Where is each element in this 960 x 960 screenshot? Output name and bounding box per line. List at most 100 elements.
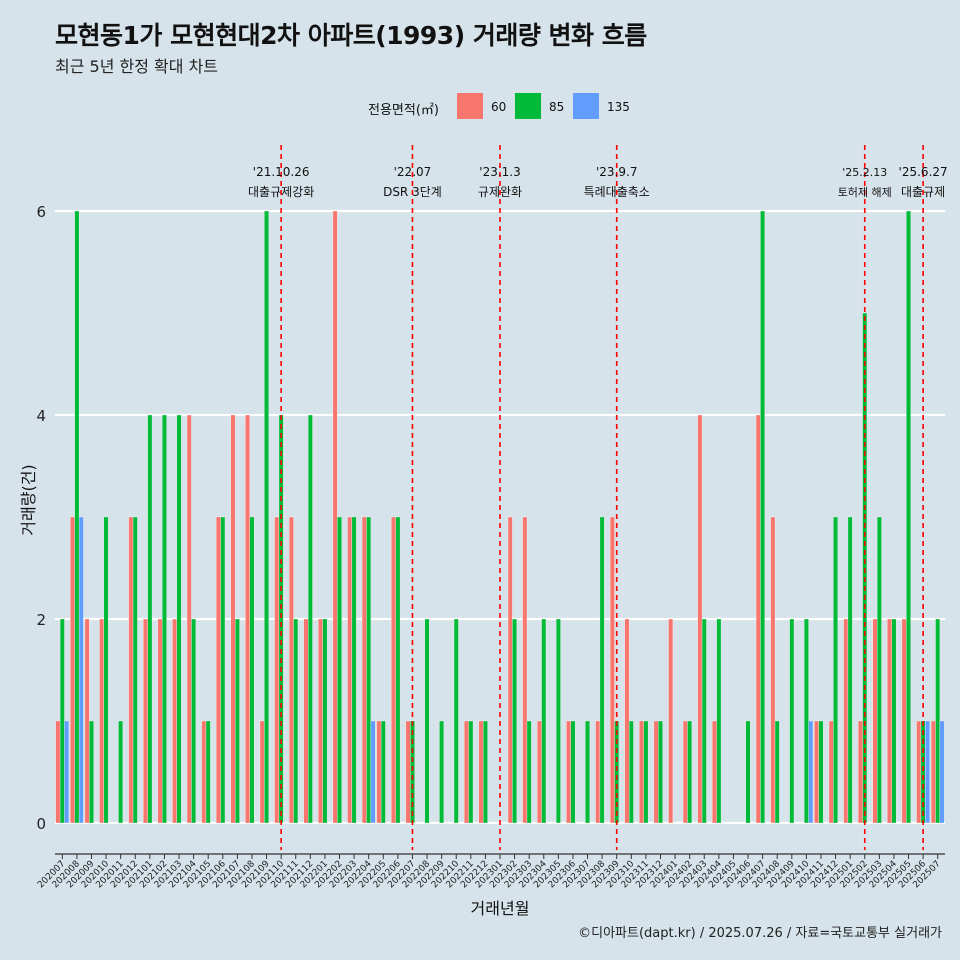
event-label: 토허제 해제	[838, 185, 892, 199]
bar	[424, 618, 430, 824]
bar	[376, 720, 382, 824]
bar	[920, 720, 926, 824]
bar	[230, 414, 236, 824]
bar	[380, 720, 386, 824]
event-date: '25.2.13	[842, 166, 887, 179]
y-tick-label: 6	[36, 203, 46, 221]
event-date: '25.6.27	[899, 165, 948, 179]
legend-label-60: 60	[491, 100, 507, 114]
bar	[245, 414, 250, 824]
event-label: 규제완화	[478, 185, 522, 199]
bar	[332, 210, 338, 824]
legend-label-135: 135	[607, 100, 630, 114]
event-date: '22.07	[394, 165, 432, 179]
bar	[55, 720, 61, 824]
bar	[74, 210, 80, 824]
bar	[858, 720, 863, 824]
chart-title: 모현동1가 모현현대2차 아파트(1993) 거래량 변화 흐름	[55, 21, 647, 50]
bar	[347, 516, 353, 824]
bar	[143, 618, 148, 824]
bar	[172, 618, 177, 824]
bar	[216, 516, 221, 824]
bar	[658, 720, 663, 824]
y-tick-label: 4	[36, 407, 46, 425]
bar	[453, 618, 459, 824]
bar	[716, 618, 722, 824]
bar	[595, 720, 601, 824]
bar	[128, 516, 134, 824]
bar	[512, 618, 517, 824]
bar	[668, 618, 674, 824]
bar	[906, 210, 911, 824]
y-axis-title: 거래량(건)	[19, 464, 38, 535]
bar	[814, 720, 819, 824]
legend: 전용면적(㎡) 60 85 135	[0, 92, 960, 122]
bar	[78, 516, 84, 824]
bar	[755, 414, 761, 824]
source-caption: ©디아파트(dapt.kr) / 2025.07.26 / 자료=국토교통부 실…	[578, 926, 942, 941]
bar	[337, 516, 342, 824]
bar	[847, 516, 853, 824]
legend-title: 전용면적(㎡)	[368, 103, 439, 118]
bar	[925, 720, 930, 824]
bar	[439, 720, 444, 824]
y-tick-label: 2	[36, 611, 46, 629]
bar	[235, 618, 240, 824]
event-label: 대출규제	[901, 185, 945, 199]
bar	[872, 618, 878, 824]
bar	[843, 618, 849, 824]
bar	[570, 720, 576, 824]
event-label: DSR 3단계	[383, 185, 442, 199]
bar	[249, 516, 255, 824]
chart-subtitle: 최근 5년 한정 확대 차트	[55, 57, 219, 76]
bar	[804, 618, 809, 824]
bar	[818, 720, 824, 824]
bar	[274, 516, 280, 824]
bar	[697, 414, 703, 824]
bar	[774, 720, 780, 824]
bar	[361, 516, 367, 824]
bar	[701, 618, 707, 824]
event-date: '23.9.7	[596, 165, 637, 179]
bar	[939, 720, 945, 824]
legend-label-85: 85	[549, 100, 565, 114]
bar	[162, 414, 167, 824]
event-label: 대출규제강화	[248, 185, 314, 199]
event-date: '21.10.26	[253, 165, 310, 179]
bar	[526, 720, 532, 824]
bar	[808, 720, 814, 824]
bar	[318, 618, 323, 824]
legend-key-135	[573, 93, 599, 119]
bar	[935, 618, 941, 824]
bar	[410, 720, 415, 824]
bar	[930, 720, 936, 824]
bar	[682, 720, 688, 824]
bar	[468, 720, 474, 824]
bar	[186, 414, 192, 824]
bar	[391, 516, 396, 824]
bar	[147, 414, 153, 824]
bar	[132, 516, 138, 824]
bar	[478, 720, 484, 824]
bar	[205, 720, 211, 824]
bar	[89, 720, 94, 824]
bar	[643, 720, 649, 824]
bar	[745, 720, 751, 824]
bar	[59, 618, 65, 824]
bar	[628, 720, 634, 824]
bar	[264, 210, 269, 824]
bar	[610, 516, 615, 824]
bar	[395, 516, 401, 824]
bar	[877, 516, 882, 824]
bar	[307, 414, 313, 824]
bar	[624, 618, 630, 824]
bar	[507, 516, 513, 824]
legend-key-85	[515, 93, 541, 119]
bar	[712, 720, 717, 824]
bar	[585, 720, 590, 824]
bar	[157, 618, 163, 824]
bar	[599, 516, 605, 824]
bar	[614, 720, 620, 824]
